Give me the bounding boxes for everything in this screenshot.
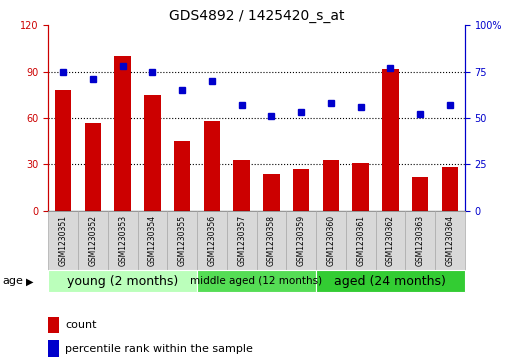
Bar bbox=[174, 141, 190, 211]
Bar bbox=[204, 121, 220, 211]
Text: percentile rank within the sample: percentile rank within the sample bbox=[65, 344, 253, 354]
Bar bbox=[353, 163, 369, 211]
Text: GSM1230360: GSM1230360 bbox=[327, 215, 335, 266]
Bar bbox=[85, 123, 101, 211]
Bar bbox=[263, 174, 279, 211]
Text: GSM1230351: GSM1230351 bbox=[58, 215, 68, 266]
Bar bbox=[287, 211, 316, 270]
Bar bbox=[442, 167, 458, 211]
Bar bbox=[405, 211, 435, 270]
Text: middle aged (12 months): middle aged (12 months) bbox=[190, 276, 323, 286]
Bar bbox=[48, 340, 58, 357]
Text: GSM1230353: GSM1230353 bbox=[118, 215, 127, 266]
Bar bbox=[293, 169, 309, 211]
Bar bbox=[108, 211, 138, 270]
Text: aged (24 months): aged (24 months) bbox=[334, 275, 447, 288]
Bar bbox=[78, 211, 108, 270]
Bar bbox=[435, 211, 465, 270]
Bar bbox=[55, 90, 71, 211]
Text: young (2 months): young (2 months) bbox=[67, 275, 178, 288]
Text: GSM1230357: GSM1230357 bbox=[237, 215, 246, 266]
Bar bbox=[48, 211, 78, 270]
Text: count: count bbox=[65, 321, 97, 330]
Bar bbox=[316, 270, 465, 292]
Bar bbox=[375, 211, 405, 270]
Bar bbox=[114, 56, 131, 211]
Bar bbox=[257, 211, 287, 270]
Bar bbox=[48, 317, 58, 333]
Bar bbox=[138, 211, 167, 270]
Text: GSM1230355: GSM1230355 bbox=[178, 215, 186, 266]
Bar bbox=[234, 160, 250, 211]
Bar bbox=[412, 177, 428, 211]
Bar bbox=[227, 211, 257, 270]
Text: GSM1230358: GSM1230358 bbox=[267, 215, 276, 266]
Text: GSM1230359: GSM1230359 bbox=[297, 215, 306, 266]
Bar bbox=[197, 270, 316, 292]
Text: age: age bbox=[3, 276, 23, 286]
Text: GSM1230362: GSM1230362 bbox=[386, 215, 395, 266]
Bar bbox=[323, 160, 339, 211]
Title: GDS4892 / 1425420_s_at: GDS4892 / 1425420_s_at bbox=[169, 9, 344, 23]
Text: GSM1230352: GSM1230352 bbox=[88, 215, 98, 266]
Text: GSM1230364: GSM1230364 bbox=[446, 215, 455, 266]
Text: GSM1230363: GSM1230363 bbox=[416, 215, 425, 266]
Text: ▶: ▶ bbox=[26, 276, 34, 286]
Text: GSM1230356: GSM1230356 bbox=[207, 215, 216, 266]
Bar bbox=[316, 211, 346, 270]
Bar bbox=[167, 211, 197, 270]
Text: GSM1230361: GSM1230361 bbox=[356, 215, 365, 266]
Bar bbox=[382, 69, 399, 211]
Bar bbox=[48, 270, 197, 292]
Text: GSM1230354: GSM1230354 bbox=[148, 215, 157, 266]
Bar bbox=[346, 211, 375, 270]
Bar bbox=[144, 95, 161, 211]
Bar bbox=[197, 211, 227, 270]
